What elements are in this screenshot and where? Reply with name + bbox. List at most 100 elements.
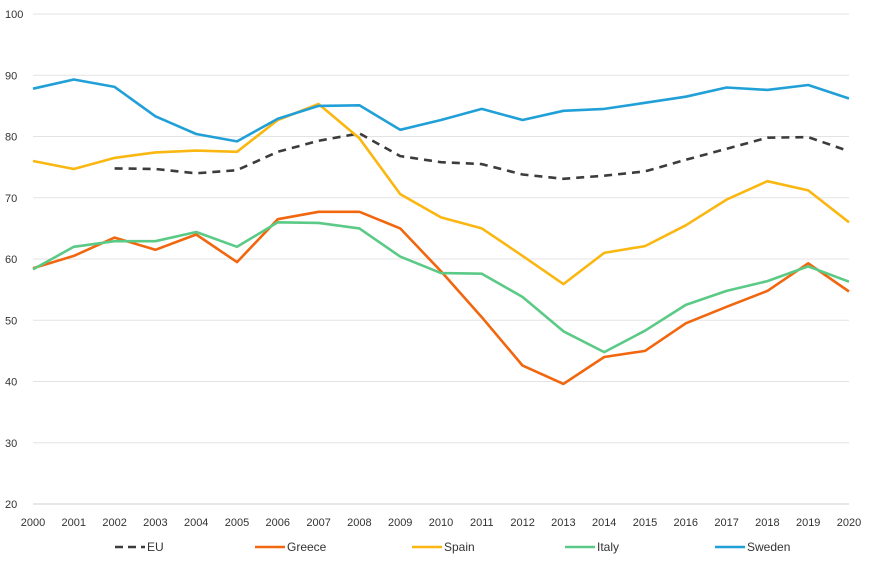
data-point-greece [277,218,279,220]
data-point-eu [358,132,360,134]
data-point-greece [113,236,115,238]
data-point-spain [807,189,809,191]
data-point-italy [399,255,401,257]
data-point-eu [848,150,850,152]
data-point-italy [277,221,279,223]
data-point-spain [481,227,483,229]
data-point-eu [481,163,483,165]
data-point-greece [562,383,564,385]
data-point-eu [766,137,768,139]
y-tick-label: 80 [5,132,17,144]
grid-lines [33,13,849,505]
data-point-sweden [521,119,523,121]
data-point-eu [154,168,156,170]
data-point-eu [562,178,564,180]
series-line-spain [32,102,850,286]
data-point-eu [440,161,442,163]
legend-label-greece: Greece [287,540,327,554]
data-point-sweden [154,115,156,117]
data-point-greece [358,211,360,213]
x-tick-label: 2019 [796,517,820,529]
x-tick-label: 2016 [674,517,698,529]
data-point-sweden [399,129,401,131]
series-line-italy [32,221,850,354]
data-point-eu [685,159,687,161]
x-tick-label: 2009 [388,517,412,529]
data-point-italy [644,329,646,331]
data-point-italy [73,246,75,248]
data-point-eu [113,167,115,169]
y-tick-label: 50 [5,315,17,327]
data-point-sweden [603,108,605,110]
x-tick-label: 2013 [551,517,575,529]
data-point-greece [807,262,809,264]
data-point-sweden [766,89,768,91]
data-point-greece [725,306,727,308]
x-tick-label: 2001 [62,517,86,529]
data-point-italy [562,330,564,332]
series-line-greece [32,210,850,386]
data-point-spain [73,168,75,170]
x-tick-label: 2008 [347,517,371,529]
data-point-spain [358,137,360,139]
y-tick-label: 30 [5,438,17,450]
data-point-greece [644,350,646,352]
data-point-sweden [440,119,442,121]
data-point-italy [317,222,319,224]
y-tick-label: 90 [5,70,17,82]
x-tick-label: 2003 [143,517,167,529]
data-point-sweden [725,86,727,88]
data-point-greece [481,316,483,318]
data-point-sweden [358,104,360,106]
series-line-eu [114,132,850,181]
data-point-greece [317,211,319,213]
data-point-sweden [32,88,34,90]
x-tick-label: 2011 [470,517,494,529]
data-point-italy [725,290,727,292]
data-point-italy [440,272,442,274]
data-point-eu [521,173,523,175]
data-point-italy [807,265,809,267]
data-point-italy [603,351,605,353]
y-tick-label: 60 [5,254,17,266]
x-axis-ticks: 2000 2001 2002 2003 2004 2005 2006 2007 2008 2009… [21,517,861,529]
data-point-italy [358,227,360,229]
data-point-spain [113,157,115,159]
data-point-eu [399,155,401,157]
data-point-spain [725,198,727,200]
x-tick-label: 2017 [714,517,738,529]
y-tick-label: 20 [5,499,17,511]
data-point-spain [399,193,401,195]
data-point-greece [399,227,401,229]
x-tick-label: 2020 [837,517,861,529]
x-tick-label: 2002 [102,517,126,529]
data-point-italy [113,240,115,242]
x-tick-label: 2000 [21,517,45,529]
data-point-greece [521,364,523,366]
data-point-sweden [236,140,238,142]
legend: EU Greece Spain Italy Sweden [115,540,790,554]
y-tick-label: 70 [5,193,17,205]
series-line-sweden [32,78,850,143]
data-point-italy [848,280,850,282]
data-point-sweden [113,86,115,88]
data-point-italy [685,304,687,306]
data-point-spain [32,160,34,162]
data-point-italy [521,296,523,298]
data-point-spain [440,216,442,218]
data-point-eu [644,170,646,172]
x-tick-label: 2010 [429,517,453,529]
series-lines [32,78,850,386]
data-point-spain [236,151,238,153]
data-point-sweden [73,78,75,80]
data-point-eu [277,151,279,153]
x-tick-label: 2012 [510,517,534,529]
data-point-eu [195,172,197,174]
data-point-italy [154,240,156,242]
data-point-spain [195,149,197,151]
data-point-greece [154,249,156,251]
data-point-sweden [848,97,850,99]
data-point-greece [236,261,238,263]
data-point-eu [603,175,605,177]
